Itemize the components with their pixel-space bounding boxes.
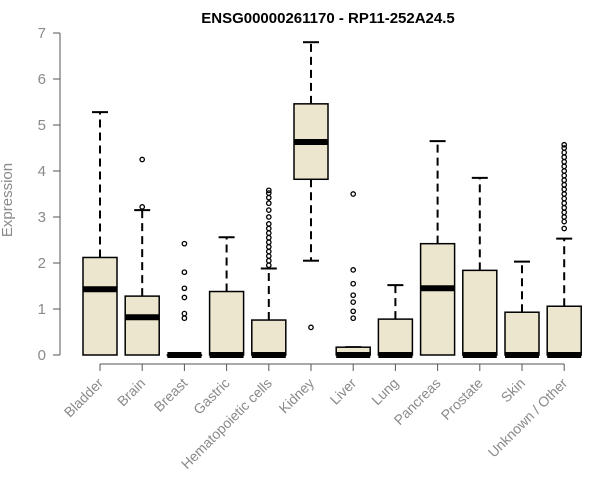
outlier-point bbox=[265, 257, 272, 264]
outlier-point bbox=[265, 194, 272, 201]
outlier-point bbox=[561, 172, 568, 179]
outlier-point bbox=[561, 186, 568, 193]
box-group bbox=[335, 191, 371, 358]
outlier-point bbox=[181, 240, 188, 247]
box-iqr bbox=[208, 290, 245, 356]
box-group bbox=[419, 140, 456, 356]
outlier-point bbox=[350, 308, 357, 315]
box-group bbox=[462, 176, 498, 358]
outlier-point bbox=[561, 204, 568, 211]
outlier-point bbox=[561, 141, 568, 148]
outlier-point bbox=[308, 324, 314, 331]
outlier-point bbox=[561, 181, 568, 188]
y-tick-label: 7 bbox=[38, 25, 46, 42]
box-group bbox=[546, 141, 582, 358]
outlier-point bbox=[181, 310, 188, 317]
chart-title: ENSG00000261170 - RP11-252A24.5 bbox=[201, 10, 455, 27]
y-tick-label: 4 bbox=[38, 163, 46, 180]
outlier-point bbox=[181, 285, 188, 292]
outlier-point bbox=[350, 280, 357, 287]
outlier-point bbox=[139, 156, 146, 163]
y-tick-label: 2 bbox=[38, 255, 46, 272]
box-iqr bbox=[377, 318, 414, 356]
outlier-point bbox=[265, 190, 272, 196]
box-iqr bbox=[82, 256, 118, 356]
outlier-point bbox=[265, 239, 272, 246]
outlier-point bbox=[561, 218, 568, 225]
y-tick-label: 0 bbox=[38, 347, 46, 364]
outlier-point bbox=[265, 207, 272, 213]
outlier-point bbox=[265, 221, 272, 227]
y-tick-label: 1 bbox=[38, 301, 46, 318]
x-tick-label: Skin bbox=[498, 375, 529, 406]
x-tick-label: Bladder bbox=[61, 375, 107, 421]
x-tick-label: Unknown / Other bbox=[485, 375, 571, 461]
y-axis-label: Expression bbox=[0, 163, 16, 237]
box-group bbox=[124, 156, 160, 356]
outlier-point bbox=[561, 191, 568, 197]
box-iqr bbox=[462, 269, 498, 356]
y-tick-label: 5 bbox=[38, 117, 46, 134]
box-group bbox=[504, 260, 540, 358]
box-iqr bbox=[124, 295, 160, 356]
x-tick-label: Breast bbox=[151, 375, 191, 415]
outlier-point bbox=[265, 187, 272, 194]
outlier-point bbox=[561, 200, 568, 207]
box-group bbox=[251, 187, 287, 358]
outlier-point bbox=[265, 225, 272, 232]
outlier-point bbox=[350, 267, 357, 273]
outlier-point bbox=[139, 204, 146, 210]
box-iqr bbox=[504, 311, 540, 356]
x-tick-label: Prostate bbox=[438, 375, 486, 423]
outlier-point bbox=[561, 177, 568, 184]
outlier-point bbox=[181, 315, 188, 322]
outlier-point bbox=[561, 214, 568, 220]
y-tick-label: 3 bbox=[38, 209, 46, 226]
outlier-point bbox=[561, 149, 568, 156]
box-series bbox=[82, 41, 582, 358]
outlier-point bbox=[265, 230, 272, 236]
outlier-point bbox=[561, 158, 568, 165]
x-tick-label: Liver bbox=[327, 375, 360, 408]
outlier-point bbox=[265, 234, 272, 241]
outlier-point bbox=[561, 163, 568, 170]
outlier-point bbox=[265, 248, 272, 255]
x-tick-label: Kidney bbox=[276, 375, 318, 417]
x-tick-label: Brain bbox=[114, 375, 148, 409]
box-group bbox=[208, 236, 245, 358]
outlier-point bbox=[265, 262, 272, 269]
outlier-point bbox=[350, 315, 357, 322]
outlier-point bbox=[561, 209, 568, 216]
outlier-point bbox=[350, 299, 357, 305]
outlier-point bbox=[350, 191, 357, 197]
outlier-point bbox=[561, 195, 568, 202]
outlier-point bbox=[181, 294, 188, 301]
outlier-point bbox=[561, 225, 568, 232]
box-iqr bbox=[251, 319, 287, 356]
box-group bbox=[293, 41, 329, 331]
outlier-point bbox=[350, 292, 357, 299]
y-tick-label: 6 bbox=[38, 71, 46, 88]
y-axis: 0 1 2 3 4 5 6 7 bbox=[38, 25, 61, 364]
outlier-point bbox=[265, 200, 272, 207]
box-group bbox=[82, 111, 118, 356]
outlier-point bbox=[561, 168, 568, 174]
outlier-point bbox=[181, 269, 188, 276]
outlier-point bbox=[265, 214, 272, 220]
outlier-point bbox=[561, 154, 568, 161]
outlier-point bbox=[561, 145, 568, 151]
box-group bbox=[377, 284, 414, 358]
x-tick-label: Pancreas bbox=[391, 375, 444, 428]
outlier-point bbox=[265, 244, 272, 250]
box-iqr bbox=[546, 305, 582, 356]
box-iqr bbox=[419, 242, 456, 356]
box-group bbox=[166, 240, 203, 358]
x-tick-label: Lung bbox=[368, 375, 401, 408]
outlier-point bbox=[265, 253, 272, 259]
